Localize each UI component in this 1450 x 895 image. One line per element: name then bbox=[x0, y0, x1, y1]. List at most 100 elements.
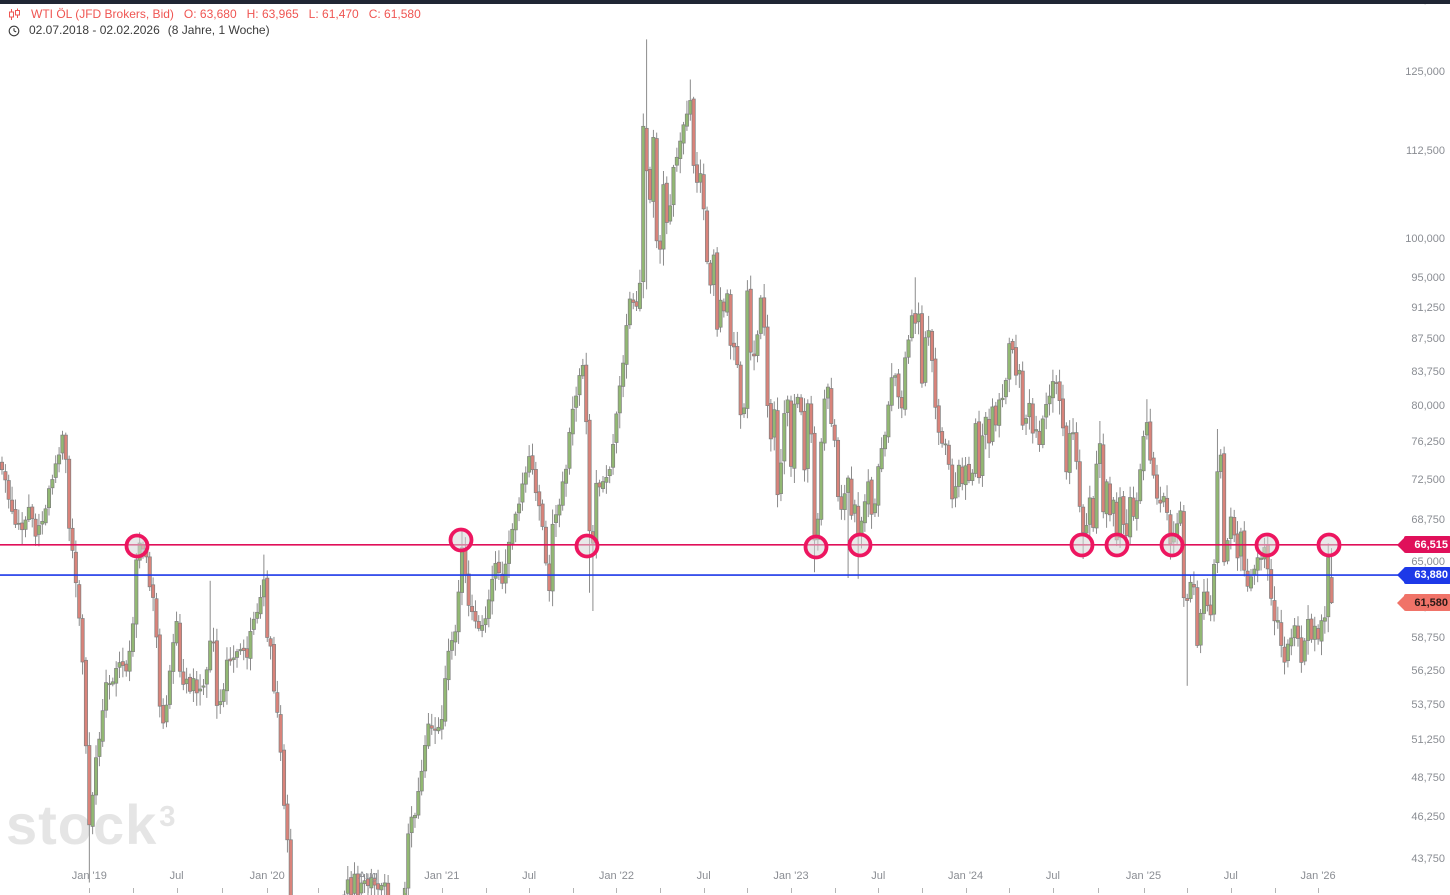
candle[interactable] bbox=[151, 577, 156, 612]
candle[interactable] bbox=[966, 456, 971, 484]
candle[interactable] bbox=[1104, 479, 1109, 528]
candle[interactable] bbox=[956, 459, 961, 498]
candle[interactable] bbox=[1101, 433, 1106, 519]
candle[interactable] bbox=[251, 611, 256, 635]
candle[interactable] bbox=[352, 862, 357, 895]
candle[interactable] bbox=[204, 666, 209, 698]
level-touch-marker[interactable] bbox=[574, 533, 600, 559]
candle[interactable] bbox=[977, 410, 982, 484]
candle[interactable] bbox=[107, 675, 112, 700]
price-level-badge-66515[interactable]: 66,515 bbox=[1404, 536, 1450, 554]
candle[interactable] bbox=[275, 680, 280, 718]
candle[interactable] bbox=[530, 443, 535, 475]
level-touch-marker[interactable] bbox=[847, 532, 873, 558]
candle[interactable] bbox=[1272, 586, 1277, 636]
candle[interactable] bbox=[26, 494, 31, 522]
candle[interactable] bbox=[681, 121, 686, 155]
candle[interactable] bbox=[443, 665, 448, 727]
candle[interactable] bbox=[406, 823, 411, 895]
candle[interactable] bbox=[1302, 638, 1307, 666]
candle[interactable] bbox=[970, 469, 975, 486]
candle[interactable] bbox=[728, 289, 733, 360]
candle[interactable] bbox=[624, 313, 629, 379]
candle[interactable] bbox=[211, 627, 216, 652]
candle[interactable] bbox=[705, 206, 710, 265]
level-touch-marker[interactable] bbox=[448, 527, 474, 553]
candle[interactable] bbox=[70, 518, 75, 559]
candle[interactable] bbox=[668, 194, 673, 225]
candle[interactable] bbox=[1097, 421, 1102, 478]
candle[interactable] bbox=[1138, 463, 1143, 504]
candle[interactable] bbox=[130, 616, 135, 657]
candle[interactable] bbox=[822, 389, 827, 451]
level-touch-marker[interactable] bbox=[803, 534, 829, 560]
candle[interactable] bbox=[570, 396, 575, 446]
candle[interactable] bbox=[745, 280, 750, 419]
candle[interactable] bbox=[221, 683, 226, 708]
candle[interactable] bbox=[117, 651, 122, 678]
candle[interactable] bbox=[671, 164, 676, 217]
candle[interactable] bbox=[950, 458, 955, 509]
candle[interactable] bbox=[1003, 377, 1008, 405]
candle[interactable] bbox=[725, 289, 730, 317]
candle[interactable] bbox=[171, 633, 176, 684]
candle[interactable] bbox=[1141, 430, 1146, 481]
candle[interactable] bbox=[883, 431, 888, 457]
candle[interactable] bbox=[1131, 486, 1136, 521]
candle[interactable] bbox=[201, 679, 206, 695]
candle[interactable] bbox=[755, 330, 760, 363]
candle[interactable] bbox=[369, 868, 374, 895]
candle[interactable] bbox=[1218, 449, 1223, 479]
candle[interactable] bbox=[191, 668, 196, 702]
candle[interactable] bbox=[604, 465, 609, 494]
candle[interactable] bbox=[832, 419, 837, 448]
candle[interactable] bbox=[772, 401, 777, 451]
candle[interactable] bbox=[1084, 513, 1089, 537]
candle[interactable] bbox=[879, 437, 884, 473]
candle[interactable] bbox=[265, 570, 270, 642]
candle[interactable] bbox=[953, 472, 958, 508]
candle[interactable] bbox=[644, 39, 649, 290]
candle[interactable] bbox=[1000, 384, 1005, 408]
candle[interactable] bbox=[433, 717, 438, 744]
candle[interactable] bbox=[600, 476, 605, 493]
candle[interactable] bbox=[1275, 606, 1280, 629]
candle[interactable] bbox=[1037, 420, 1042, 452]
candle[interactable] bbox=[349, 871, 354, 895]
candle[interactable] bbox=[564, 464, 569, 497]
candle[interactable] bbox=[412, 812, 417, 828]
candle[interactable] bbox=[1212, 559, 1217, 622]
candle[interactable] bbox=[752, 340, 757, 371]
candle[interactable] bbox=[439, 705, 444, 740]
candle[interactable] bbox=[829, 377, 834, 427]
candle[interactable] bbox=[553, 505, 558, 537]
candle[interactable] bbox=[288, 828, 293, 895]
candle[interactable] bbox=[419, 759, 424, 796]
level-touch-marker[interactable] bbox=[1254, 532, 1280, 558]
candle[interactable] bbox=[694, 152, 699, 193]
candle[interactable] bbox=[1205, 578, 1210, 612]
candle[interactable] bbox=[1044, 392, 1049, 430]
candle[interactable] bbox=[789, 395, 794, 477]
candle[interactable] bbox=[862, 494, 867, 532]
candle[interactable] bbox=[943, 438, 948, 455]
candle[interactable] bbox=[1181, 505, 1186, 607]
candle[interactable] bbox=[691, 96, 696, 174]
candle[interactable] bbox=[688, 79, 693, 121]
candle[interactable] bbox=[1295, 616, 1300, 647]
candle[interactable] bbox=[1248, 569, 1253, 592]
candle[interactable] bbox=[224, 647, 229, 705]
candle[interactable] bbox=[785, 395, 790, 427]
candle[interactable] bbox=[1077, 449, 1082, 513]
candle[interactable] bbox=[520, 472, 525, 511]
candle[interactable] bbox=[87, 732, 92, 883]
candle[interactable] bbox=[1215, 429, 1220, 573]
candle[interactable] bbox=[67, 455, 72, 542]
candle[interactable] bbox=[708, 260, 713, 294]
candle[interactable] bbox=[641, 113, 646, 299]
candle[interactable] bbox=[1020, 361, 1025, 431]
candle[interactable] bbox=[124, 660, 129, 677]
candle[interactable] bbox=[869, 476, 874, 529]
candle[interactable] bbox=[527, 445, 532, 478]
candle[interactable] bbox=[174, 611, 179, 646]
